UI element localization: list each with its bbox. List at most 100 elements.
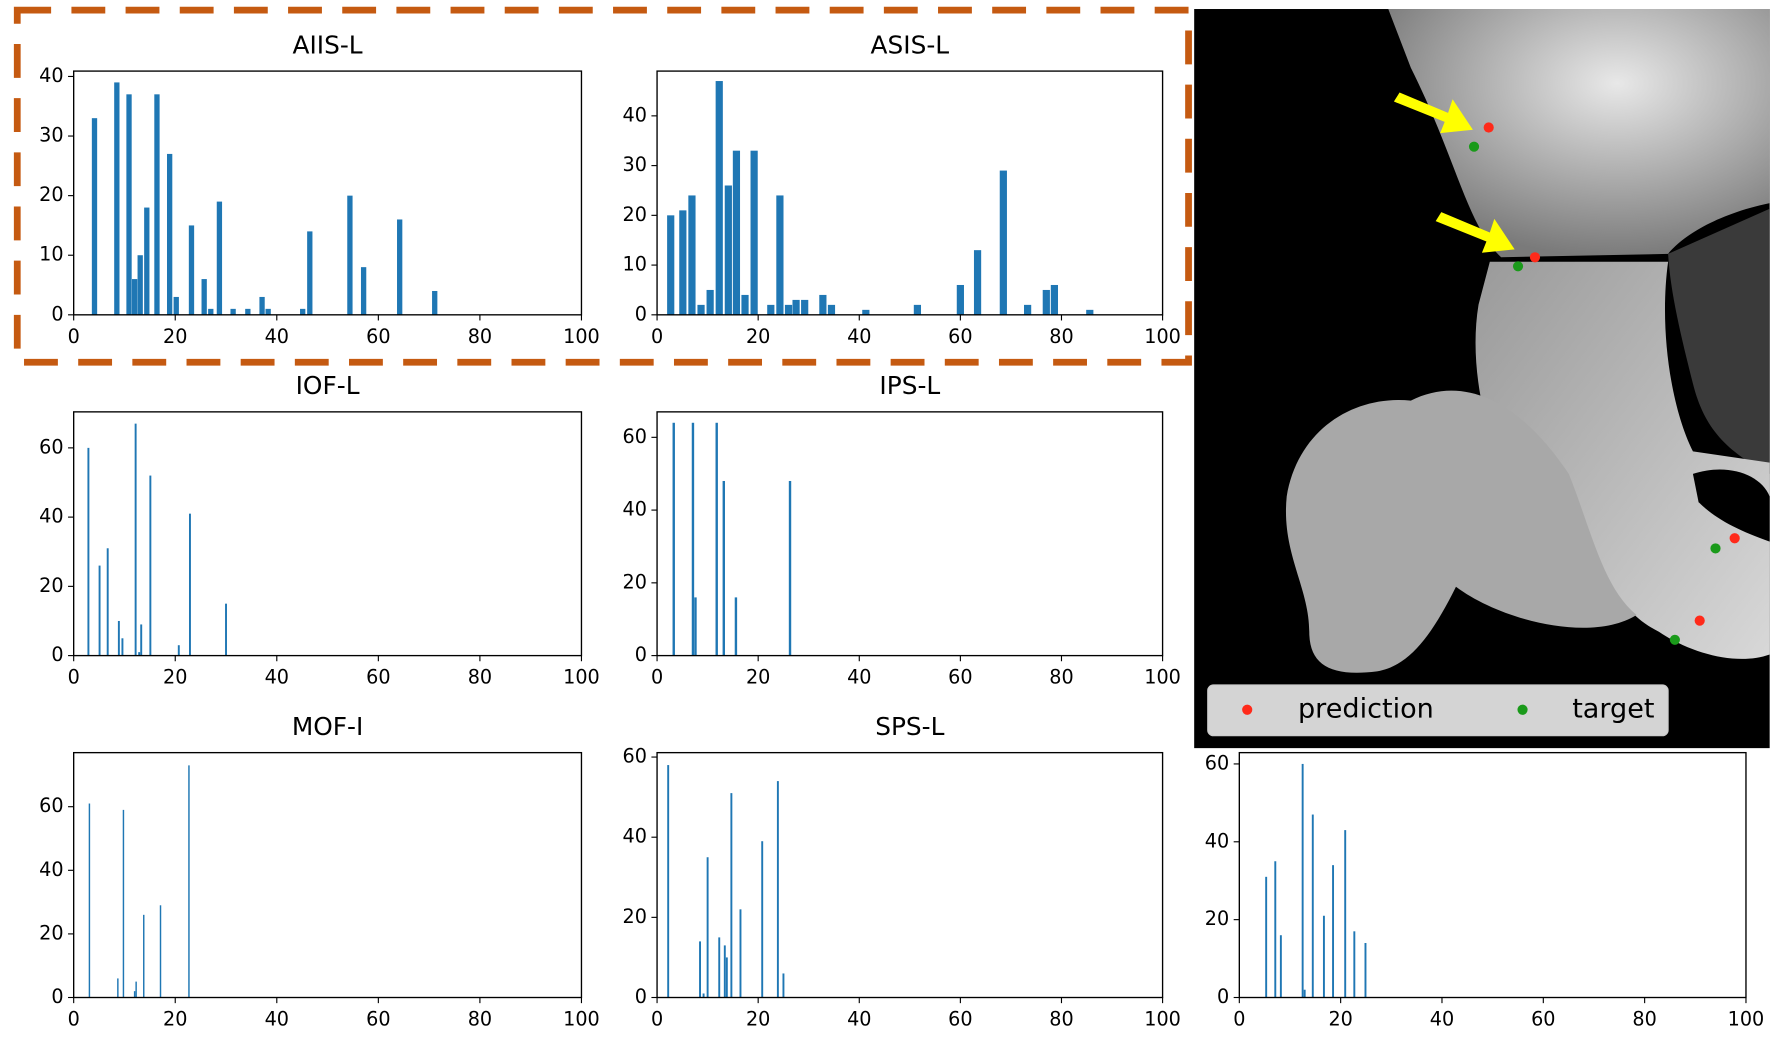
- bar: [1086, 310, 1093, 315]
- y-tick-label: 0: [51, 643, 63, 666]
- bar: [679, 210, 686, 314]
- bar: [208, 309, 213, 315]
- x-tick-label: 80: [1049, 666, 1073, 689]
- bar: [134, 991, 135, 997]
- bar: [1051, 285, 1058, 315]
- bar: [673, 423, 675, 656]
- x-tick-label: 40: [847, 666, 871, 689]
- x-tick-label: 60: [366, 666, 390, 689]
- chart-title: IOF-L: [296, 371, 360, 400]
- bar: [716, 423, 718, 656]
- bar: [188, 765, 189, 997]
- y-tick-label: 0: [635, 302, 647, 325]
- x-tick-label: 40: [265, 666, 289, 689]
- bar: [776, 195, 783, 314]
- bar: [1344, 830, 1346, 997]
- x-tick-label: 0: [68, 666, 80, 689]
- x-tick-label: 20: [746, 666, 770, 689]
- x-tick-label: 80: [1049, 325, 1073, 348]
- bar: [99, 566, 101, 656]
- x-tick-label: 20: [163, 325, 187, 348]
- y-tick-label: 30: [39, 124, 63, 147]
- bar: [741, 295, 748, 315]
- bar: [697, 305, 704, 315]
- x-tick-label: 60: [948, 1008, 972, 1031]
- bar: [730, 793, 732, 997]
- x-tick-label: 40: [265, 1008, 289, 1031]
- bar: [667, 215, 674, 314]
- y-tick-label: 40: [39, 505, 63, 528]
- y-tick-label: 60: [39, 435, 63, 458]
- bar: [89, 804, 90, 998]
- bar: [135, 982, 136, 998]
- bar: [957, 285, 964, 315]
- x-tick-label: 80: [468, 1008, 492, 1031]
- bar: [123, 810, 124, 998]
- y-tick-label: 0: [51, 302, 63, 325]
- bar: [735, 597, 737, 655]
- x-tick-label: 0: [68, 325, 80, 348]
- x-tick-label: 100: [1144, 325, 1181, 348]
- bar: [782, 973, 784, 997]
- bar: [828, 305, 835, 315]
- y-tick-label: 10: [623, 253, 647, 276]
- chart-title: SPS-L: [875, 712, 944, 741]
- x-tick-label: 80: [1049, 1008, 1073, 1031]
- bar: [138, 255, 143, 315]
- bar: [174, 297, 179, 315]
- bar: [723, 481, 725, 656]
- x-tick-label: 20: [746, 1008, 770, 1031]
- bar: [259, 297, 264, 315]
- chart-title: ASIS-L: [871, 30, 950, 59]
- x-tick-label: 100: [563, 1008, 600, 1031]
- x-tick-label: 0: [1233, 1008, 1245, 1031]
- bar: [92, 118, 97, 315]
- plot-frame: [1239, 753, 1746, 998]
- y-tick-label: 60: [1205, 751, 1229, 774]
- x-tick-label: 60: [366, 325, 390, 348]
- legend-marker: [1242, 705, 1252, 715]
- y-tick-label: 0: [635, 985, 647, 1008]
- bar: [792, 300, 799, 315]
- bar: [160, 905, 161, 997]
- x-tick-label: 60: [366, 1008, 390, 1031]
- bar: [432, 291, 437, 315]
- y-tick-label: 40: [623, 498, 647, 521]
- y-tick-label: 40: [1205, 829, 1229, 852]
- y-tick-label: 60: [623, 745, 647, 768]
- bar: [266, 309, 271, 315]
- bar: [300, 309, 305, 315]
- page: 020406080100010203040AIIS-L0204060801000…: [0, 0, 1770, 1037]
- bar: [154, 94, 159, 314]
- bar: [726, 957, 728, 997]
- x-tick-label: 80: [468, 325, 492, 348]
- x-tick-label: 60: [948, 666, 972, 689]
- bar: [225, 604, 227, 656]
- y-tick-label: 40: [39, 858, 63, 881]
- bar: [143, 915, 144, 998]
- bar: [178, 645, 180, 655]
- bar: [347, 196, 352, 315]
- bar: [699, 941, 701, 997]
- x-tick-label: 0: [651, 666, 663, 689]
- bar: [1043, 290, 1050, 315]
- bar: [121, 638, 123, 655]
- y-tick-label: 0: [1217, 985, 1229, 1008]
- bar: [114, 82, 119, 314]
- x-tick-label: 100: [1144, 1008, 1181, 1031]
- bar: [135, 424, 137, 656]
- bar: [914, 305, 921, 315]
- bar: [761, 841, 763, 997]
- bar: [862, 310, 869, 315]
- bar: [87, 448, 89, 656]
- bar: [118, 621, 120, 656]
- bar: [716, 81, 723, 315]
- y-tick-label: 40: [623, 103, 647, 126]
- bar: [1353, 931, 1355, 997]
- bar: [132, 279, 137, 315]
- x-tick-label: 0: [651, 325, 663, 348]
- bar: [688, 195, 695, 314]
- x-tick-label: 0: [68, 1008, 80, 1031]
- bar: [740, 909, 742, 997]
- bar: [707, 857, 709, 997]
